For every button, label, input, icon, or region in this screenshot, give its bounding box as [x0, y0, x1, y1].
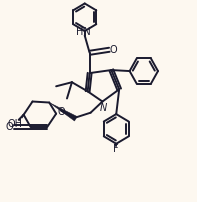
- Text: O: O: [6, 121, 13, 131]
- Text: OH: OH: [7, 118, 22, 128]
- Text: HN: HN: [76, 27, 91, 37]
- Text: F: F: [113, 143, 119, 154]
- Text: N: N: [100, 103, 107, 113]
- Text: O: O: [110, 44, 117, 55]
- Text: O: O: [57, 106, 65, 116]
- Polygon shape: [49, 103, 77, 121]
